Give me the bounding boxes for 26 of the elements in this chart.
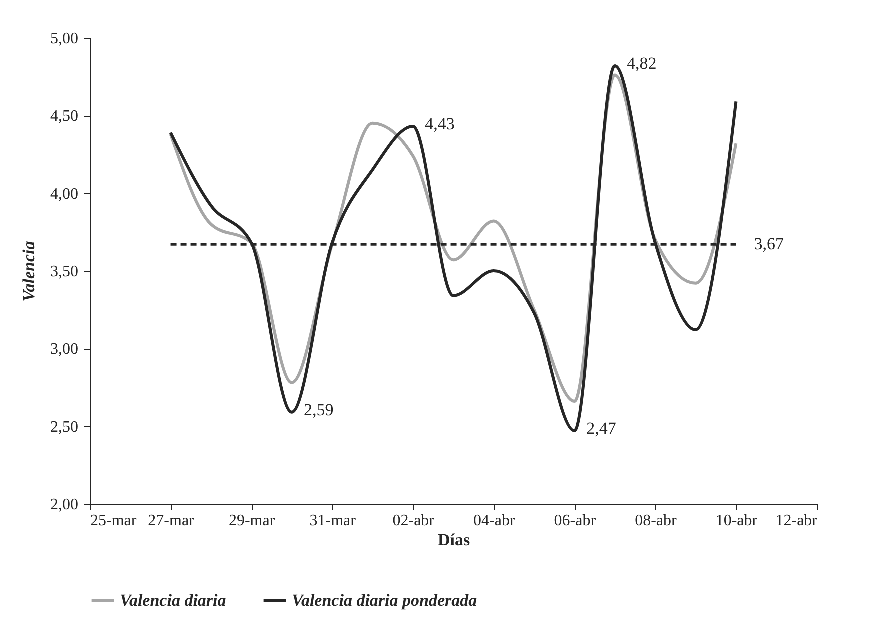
annotation: 2,59 <box>304 400 334 420</box>
ref-line-label: 3,67 <box>754 234 784 254</box>
x-tick-label: 27-mar <box>148 512 196 530</box>
y-tick-label: 4,00 <box>50 186 78 203</box>
legend-label: Valencia diaria ponderada <box>292 591 478 610</box>
annotation: 2,47 <box>586 418 617 438</box>
annotation: 4,43 <box>425 114 455 134</box>
x-tick-label: 31-mar <box>310 512 357 530</box>
y-tick-label: 3,50 <box>50 264 78 280</box>
x-axis-title: Días <box>438 530 470 550</box>
y-tick-label: 3,00 <box>50 341 78 358</box>
legend-label: Valencia diaria <box>120 591 227 610</box>
x-tick-label: 25-mar <box>90 512 138 530</box>
annotation: 4,82 <box>627 54 657 73</box>
x-tick-label: 08-abr <box>635 512 678 530</box>
y-tick-label: 2,50 <box>50 418 78 436</box>
x-tick-label: 10-abr <box>716 512 758 530</box>
y-tick-label: 2,00 <box>50 496 78 514</box>
y-axis-title: Valencia <box>20 240 38 302</box>
y-tick-label: 5,00 <box>50 30 78 48</box>
x-tick-label: 12-abr <box>776 512 818 530</box>
y-tick-label: 4,50 <box>50 108 78 126</box>
x-tick-label: 06-abr <box>554 512 597 530</box>
x-tick-label: 29-mar <box>228 512 276 530</box>
x-tick-label: 04-abr <box>474 512 516 530</box>
x-tick-label: 02-abr <box>392 512 436 530</box>
